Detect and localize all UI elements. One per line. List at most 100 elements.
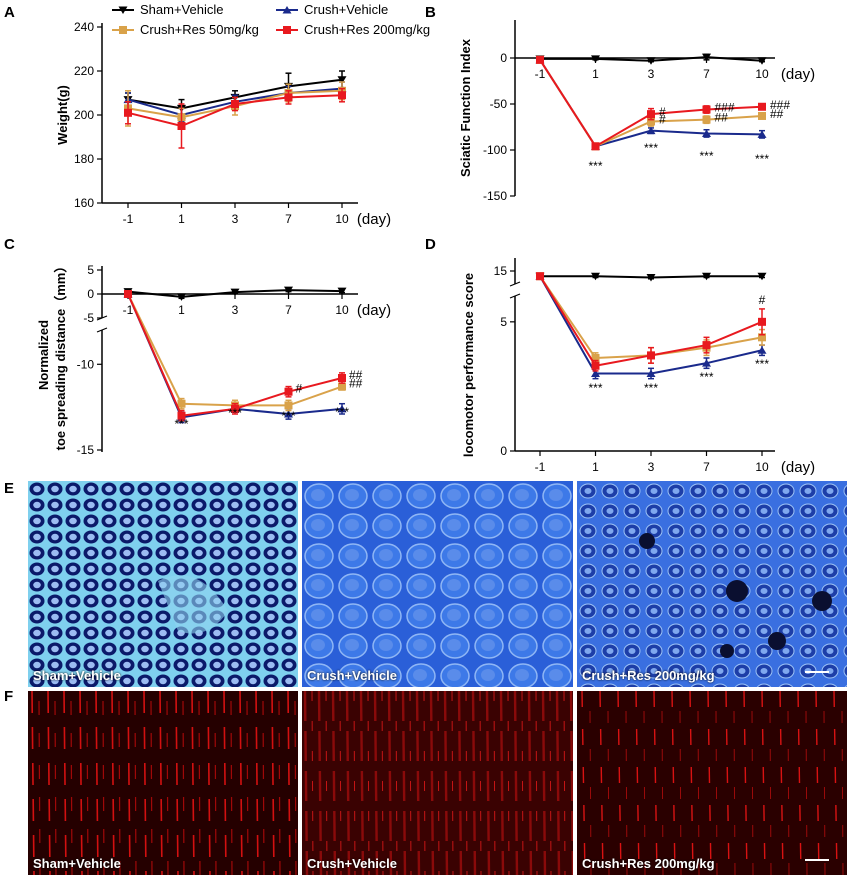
x-tick-label: 1: [592, 460, 599, 474]
x-tick-label: 10: [755, 460, 769, 474]
x-tick-label: 1: [178, 212, 185, 226]
image-label: Crush+Vehicle: [307, 856, 397, 871]
panel-letter-c: C: [4, 236, 15, 253]
x-tick-label: 7: [285, 212, 292, 226]
image-label: Sham+Vehicle: [33, 668, 121, 683]
x-tick-label: -1: [535, 460, 546, 474]
marker-crush: [757, 130, 767, 138]
significance-mark: ***: [588, 381, 602, 395]
marker-res200: [231, 404, 239, 413]
panel-letter-d: D: [425, 236, 436, 253]
marker-res200: [231, 100, 239, 108]
image-label: Sham+Vehicle: [33, 856, 121, 871]
marker-sham: [757, 272, 767, 281]
significance-mark: ##: [715, 111, 729, 125]
marker-res50: [758, 111, 766, 120]
x-tick-label: 3: [232, 212, 239, 226]
legend-label-sham: Sham+Vehicle: [140, 2, 223, 17]
marker-res200: [338, 91, 346, 100]
marker-sham: [702, 272, 711, 281]
y-tick-label: 15: [494, 264, 508, 278]
significance-mark: #: [659, 105, 666, 119]
marker-sham: [337, 76, 347, 84]
panel-letter-a: A: [4, 4, 15, 21]
histology-image-crush: [302, 481, 573, 687]
marker-crush: [702, 129, 711, 137]
x-tick-label: 7: [703, 67, 710, 81]
marker-res200: [647, 110, 655, 119]
legend-label-crush: Crush+Vehicle: [304, 2, 388, 17]
x-tick-label: 7: [703, 460, 710, 474]
marker-crush: [282, 6, 292, 14]
axis-break: [509, 281, 521, 287]
y-axis-label: Sciatic Function Index: [458, 38, 473, 177]
significance-mark: ***: [228, 406, 242, 420]
marker-res200: [591, 142, 600, 151]
y-tick-label: 200: [74, 108, 94, 122]
y-tick-label: 5: [500, 315, 507, 329]
marker-res200: [338, 374, 346, 382]
y-axis-label-line1: Normalized: [36, 320, 51, 390]
fluorescence-panel-sham: Sham+Vehicle: [28, 691, 298, 875]
scale-bar: [805, 859, 829, 861]
marker-crush: [337, 404, 347, 413]
significance-mark: ***: [174, 417, 188, 431]
significance-mark: ***: [588, 159, 602, 173]
marker-crush: [757, 346, 767, 354]
fluorescence-panel-crush: Crush+Vehicle: [302, 691, 573, 875]
fluorescence-image-res200: [577, 691, 847, 875]
y-tick-label: 180: [74, 152, 94, 166]
x-tick-label: -1: [123, 212, 134, 226]
marker-res50: [284, 401, 293, 410]
marker-crush: [591, 369, 600, 377]
x-tick-label: 10: [335, 212, 349, 226]
significance-mark: ###: [715, 101, 735, 115]
fluorescence-image-sham: [28, 691, 298, 875]
significance-mark: ***: [335, 405, 349, 419]
marker-crush: [646, 126, 656, 135]
y-tick-label: 240: [74, 20, 94, 34]
x-axis-unit: (day): [781, 459, 815, 476]
marker-res200: [702, 341, 711, 350]
histology-panel-res200: Crush+Res 200mg/kg: [577, 481, 847, 687]
histology-panel-sham: Sham+Vehicle: [28, 481, 298, 687]
significance-mark: ###: [770, 98, 790, 112]
marker-res200: [283, 26, 291, 34]
marker-sham: [646, 274, 656, 282]
y-tick-label: 0: [87, 287, 94, 301]
significance-mark: ***: [699, 149, 713, 163]
scale-bar: [805, 671, 829, 673]
marker-res200: [284, 387, 293, 396]
x-tick-label: 3: [648, 67, 655, 81]
histology-image-res200: [577, 481, 847, 687]
y-tick-label: -50: [490, 97, 508, 111]
x-tick-label: -1: [123, 303, 134, 317]
image-label: Crush+Res 200mg/kg: [582, 668, 715, 683]
marker-crush: [702, 359, 711, 367]
significance-mark: ##: [349, 377, 363, 391]
marker-sham: [591, 55, 600, 63]
x-tick-label: 7: [285, 303, 292, 317]
y-tick-label: 0: [500, 444, 507, 458]
series-line-res50: [539, 275, 763, 360]
x-tick-label: 1: [592, 67, 599, 81]
y-tick-label: -10: [77, 357, 95, 371]
marker-res200: [758, 317, 766, 326]
y-axis-label: Weight(g): [55, 85, 70, 145]
marker-sham: [118, 6, 128, 14]
significance-mark: ##: [349, 368, 363, 382]
fluorescence-image-crush: [302, 691, 573, 875]
y-tick-label: -15: [77, 443, 95, 457]
marker-res50: [119, 26, 127, 34]
significance-mark: ***: [644, 141, 658, 155]
marker-res200: [124, 108, 132, 117]
marker-res200: [536, 55, 544, 64]
marker-res50: [177, 399, 186, 408]
marker-res50: [338, 382, 346, 391]
marker-sham: [284, 286, 293, 295]
image-label: Crush+Res 200mg/kg: [582, 856, 715, 871]
legend-label-res200: Crush+Res 200mg/kg: [304, 22, 430, 37]
significance-mark: ***: [755, 357, 769, 371]
image-label: Crush+Vehicle: [307, 668, 397, 683]
